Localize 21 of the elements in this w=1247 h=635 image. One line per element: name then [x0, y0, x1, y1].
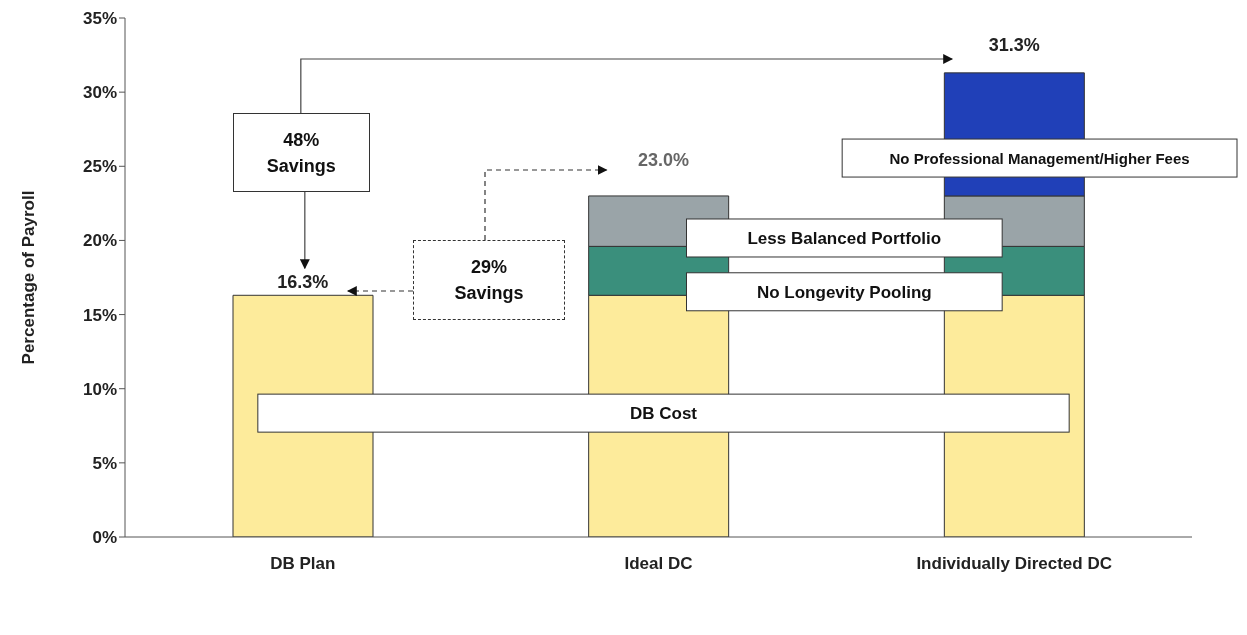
total-label: 16.3% [277, 272, 329, 293]
annotation: 48% Savings [265, 129, 337, 178]
y-tick-label: 0% [92, 528, 117, 548]
y-axis-title: Percentage of Payroll [19, 190, 39, 365]
y-tick-label: 35% [82, 9, 117, 29]
y-tick-label: 30% [82, 83, 117, 103]
total-label: 23.0% [637, 149, 690, 170]
series-label: No Professional Management/Higher Fees [889, 150, 1190, 168]
series-label: No Longevity Pooling [756, 282, 932, 302]
y-tick-label: 15% [82, 305, 117, 325]
total-label: 31.3% [988, 35, 1040, 56]
y-tick-label: 25% [82, 157, 117, 177]
annotation: 29% Savings [453, 256, 525, 305]
y-tick-label: 5% [92, 453, 117, 473]
y-tick-label: 20% [82, 231, 117, 251]
x-tick-label: DB Plan [270, 554, 336, 574]
x-tick-label: Individually Directed DC [916, 554, 1112, 574]
y-tick-label: 10% [82, 379, 117, 399]
series-label: Less Balanced Portfolio [747, 228, 942, 248]
x-tick-label: Ideal DC [624, 554, 693, 574]
series-label: DB Cost [629, 404, 698, 424]
